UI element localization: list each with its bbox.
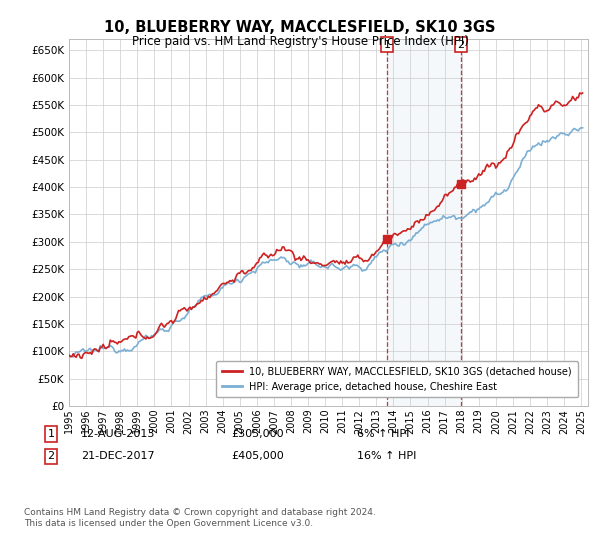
Text: £405,000: £405,000 bbox=[231, 451, 284, 461]
Text: 1: 1 bbox=[383, 40, 391, 50]
Text: 6% ↑ HPI: 6% ↑ HPI bbox=[357, 429, 409, 439]
Text: Price paid vs. HM Land Registry's House Price Index (HPI): Price paid vs. HM Land Registry's House … bbox=[131, 35, 469, 48]
Bar bbox=[387, 39, 461, 406]
Text: 2: 2 bbox=[457, 40, 464, 50]
Text: 21-DEC-2017: 21-DEC-2017 bbox=[81, 451, 155, 461]
Text: 16% ↑ HPI: 16% ↑ HPI bbox=[357, 451, 416, 461]
Text: 1: 1 bbox=[47, 429, 55, 439]
Legend: 10, BLUEBERRY WAY, MACCLESFIELD, SK10 3GS (detached house), HPI: Average price, : 10, BLUEBERRY WAY, MACCLESFIELD, SK10 3G… bbox=[217, 361, 578, 398]
Text: Contains HM Land Registry data © Crown copyright and database right 2024.
This d: Contains HM Land Registry data © Crown c… bbox=[24, 508, 376, 528]
Text: 12-AUG-2013: 12-AUG-2013 bbox=[81, 429, 155, 439]
Text: 2: 2 bbox=[47, 451, 55, 461]
Text: £305,000: £305,000 bbox=[231, 429, 284, 439]
Text: 10, BLUEBERRY WAY, MACCLESFIELD, SK10 3GS: 10, BLUEBERRY WAY, MACCLESFIELD, SK10 3G… bbox=[104, 20, 496, 35]
